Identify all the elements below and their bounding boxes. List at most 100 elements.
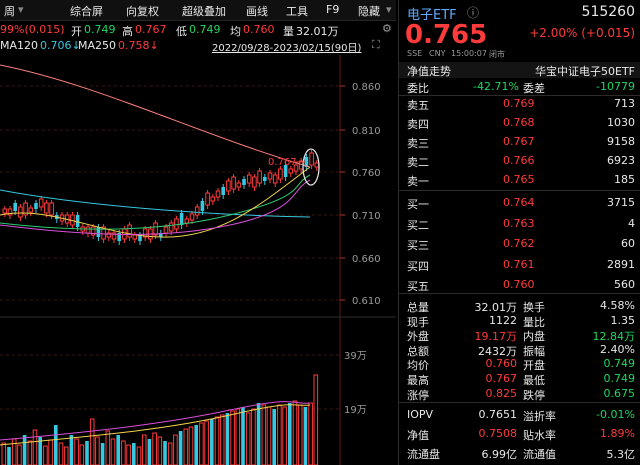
level-price: 0.761 (503, 257, 535, 271)
candle-body (252, 176, 257, 188)
toolbar-item[interactable]: 超级叠加 (182, 5, 226, 18)
stat-label: 最高 (407, 374, 429, 387)
toolbar-item[interactable]: 隐藏 (358, 5, 380, 18)
stat-label: 跌停 (523, 388, 545, 402)
level-price: 0.769 (503, 97, 535, 110)
volume-bar (22, 435, 27, 465)
candle-body (75, 215, 80, 227)
order-book-row[interactable]: 卖三 0.767 9158 (399, 134, 640, 150)
stat-row: 外盘 19.17万 内盘 12.84万 (399, 327, 640, 343)
chevron-down-icon[interactable]: ▾ (386, 3, 392, 16)
open-value: 0.749 (84, 23, 116, 36)
level-price: 0.768 (503, 116, 535, 129)
price-tick-label: 0.610 (352, 296, 381, 307)
stat-value: 1122 (489, 313, 517, 327)
level-label: 卖四 (407, 118, 429, 131)
candle-body (96, 227, 101, 237)
candle-body (278, 168, 283, 180)
chevron-down-icon[interactable]: ▾ (18, 3, 24, 16)
candle-body (226, 180, 231, 192)
low-label: 低 (176, 25, 187, 38)
order-book-row[interactable]: 买一 0.764 3715 (399, 195, 640, 211)
candle-body (2, 208, 8, 214)
date-range[interactable]: 2022/09/28-2023/02/15(90日) (212, 43, 362, 54)
ma120-line (0, 189, 311, 218)
last-price: 0.765 (405, 20, 488, 50)
volume-bar (32, 429, 38, 465)
high-label: 高 (122, 25, 133, 38)
stat-value: 32.01万 (474, 301, 518, 314)
volume-bar (100, 443, 105, 465)
stat-value: 19.17万 (474, 330, 518, 344)
candle-body (189, 213, 195, 221)
candle-body (138, 235, 142, 241)
order-book-row[interactable]: 卖四 0.768 1030 (399, 115, 640, 131)
volume-bar (147, 439, 152, 465)
volume-bar (63, 446, 69, 465)
volume-bar (225, 413, 230, 465)
level-label: 卖一 (407, 175, 429, 188)
order-book-row[interactable]: 买四 0.761 2891 (399, 257, 640, 273)
volume-value: 32.01万 (296, 25, 339, 38)
ma250-label: MA250 (78, 39, 117, 52)
stat-label: 均价 (407, 359, 429, 373)
order-book-row[interactable]: 买二 0.763 4 (399, 216, 640, 232)
stat-label: 流通盘 (407, 448, 440, 461)
candle-body (127, 224, 132, 238)
level-qty: 185 (614, 173, 635, 186)
volume-bar (188, 426, 194, 465)
stat-label: 贴水率 (523, 429, 556, 442)
order-book-row[interactable]: 卖二 0.766 6923 (399, 153, 640, 169)
stat-value: 0.675 (603, 386, 636, 400)
level-price: 0.762 (503, 237, 535, 250)
stat-label: 内盘 (523, 330, 545, 344)
order-book-row[interactable]: 卖五 0.769 713 (399, 96, 640, 112)
ratio-value: -42.71% (473, 80, 519, 93)
ma-yellow-line (0, 166, 311, 238)
security-name: 电子ETF (407, 8, 457, 23)
toolbar-item[interactable]: F9 (326, 3, 340, 16)
volume-bar (178, 431, 183, 465)
expand-icon[interactable]: ⛶ (372, 38, 380, 51)
stat-label: IOPV (407, 408, 434, 421)
stat-value: 0.7651 (478, 408, 518, 421)
candle-body (283, 165, 288, 177)
stat-value: 0.749 (603, 357, 636, 371)
order-ratio-row: 委比 -42.71% 委差 -10779 (399, 79, 640, 95)
order-book-row[interactable]: 买三 0.762 60 (399, 236, 640, 252)
stat-label: 外盘 (407, 330, 429, 344)
stat-value: 0.749 (603, 372, 636, 385)
stat-label: 现手 (407, 315, 429, 329)
toolbar-item[interactable]: 工具 (286, 5, 308, 18)
candle-body (18, 206, 23, 218)
price-tick-label: 0.660 (352, 254, 381, 265)
volume-bar (152, 432, 157, 465)
period-selector[interactable]: 周 (4, 5, 15, 18)
nav-trend-tab[interactable]: 净值走势 (407, 65, 451, 78)
toolbar-item[interactable]: 综合屏 (70, 5, 103, 18)
toolbar-item[interactable]: 向复权 (126, 5, 159, 18)
order-book-row[interactable]: 卖一 0.765 185 (399, 172, 640, 188)
candle-body (221, 187, 225, 195)
volume-bar (204, 420, 209, 465)
stat-label: 开盘 (523, 359, 545, 373)
order-book-row[interactable]: 买五 0.760 560 (399, 277, 640, 293)
volume-bar (132, 443, 136, 465)
info-icon[interactable]: ⓘ (467, 6, 480, 20)
volume-tick-label: 19万 (344, 405, 367, 416)
stat-value: -0.01% (596, 408, 635, 421)
volume-bar (58, 442, 64, 465)
security-code: 515260 (581, 4, 635, 20)
level-qty: 4 (628, 216, 635, 230)
chart-toolbar: 周 ▾ 综合屏 向复权 超级叠加 画线 工具 F9 隐藏 ▾ (0, 0, 396, 21)
toolbar-item[interactable]: 画线 (246, 5, 268, 18)
low-value: 0.749 (189, 23, 221, 36)
settings-icon[interactable]: ⚙ (382, 22, 392, 35)
volume-bar (167, 442, 173, 465)
level-label: 买二 (407, 218, 429, 232)
stat-label: 涨停 (407, 388, 429, 402)
stat-value: 0.767 (485, 372, 518, 385)
level-price: 0.766 (503, 154, 535, 167)
diff-label: 委差 (523, 82, 545, 95)
level-label: 买一 (407, 198, 429, 211)
